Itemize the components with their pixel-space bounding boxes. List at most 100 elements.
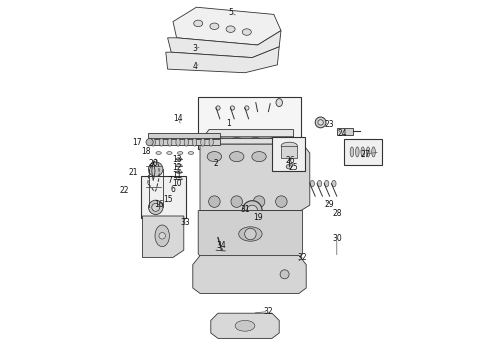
Ellipse shape [274,152,289,162]
Bar [148,133,220,138]
Ellipse shape [239,227,262,241]
Text: 3: 3 [192,44,197,53]
Ellipse shape [247,205,258,216]
Ellipse shape [252,152,266,162]
Ellipse shape [148,162,163,176]
Ellipse shape [226,26,235,32]
Bar [281,146,297,158]
Text: 32: 32 [298,253,307,262]
Text: 14: 14 [173,114,183,122]
Ellipse shape [212,138,224,145]
Ellipse shape [209,196,220,207]
Text: 27: 27 [361,150,370,159]
Polygon shape [198,211,303,261]
Ellipse shape [230,106,235,110]
Text: 16: 16 [154,200,163,209]
Text: 32: 32 [264,307,273,316]
Ellipse shape [148,200,163,215]
Ellipse shape [242,29,251,35]
Text: 26: 26 [285,156,295,165]
Ellipse shape [286,165,292,169]
Text: 24: 24 [338,130,347,139]
Bar [247,158,259,163]
FancyBboxPatch shape [272,137,305,171]
Ellipse shape [207,152,221,162]
Ellipse shape [201,138,205,146]
Ellipse shape [176,171,182,174]
Ellipse shape [372,147,375,157]
Ellipse shape [231,196,243,207]
Ellipse shape [332,180,336,187]
Ellipse shape [230,138,243,145]
Ellipse shape [216,106,220,110]
Text: 20: 20 [148,159,158,168]
Polygon shape [200,139,303,144]
Ellipse shape [184,138,189,146]
Ellipse shape [310,180,315,187]
Polygon shape [211,313,279,338]
Ellipse shape [315,117,326,128]
Ellipse shape [193,138,197,146]
Polygon shape [200,144,310,211]
Ellipse shape [194,20,203,27]
Ellipse shape [168,138,172,146]
Text: 4: 4 [192,62,197,71]
Polygon shape [168,31,281,58]
Text: 21: 21 [129,168,138,177]
Ellipse shape [229,152,244,162]
Ellipse shape [268,138,280,145]
FancyBboxPatch shape [344,139,382,165]
Ellipse shape [209,138,213,146]
Ellipse shape [242,201,262,220]
Ellipse shape [324,180,329,187]
Text: 1: 1 [226,119,231,128]
Ellipse shape [281,142,297,149]
Text: 7: 7 [167,176,172,185]
Ellipse shape [235,320,255,331]
Polygon shape [166,47,279,73]
Text: 13: 13 [172,155,181,163]
Text: 23: 23 [325,120,334,129]
Ellipse shape [167,152,172,154]
Ellipse shape [176,177,182,180]
Text: 25: 25 [289,163,298,172]
Text: 17: 17 [132,138,142,147]
Text: 18: 18 [141,148,151,157]
Text: 33: 33 [181,218,191,227]
Bar [211,158,222,163]
Ellipse shape [245,228,256,240]
Text: 31: 31 [240,205,250,214]
Ellipse shape [361,147,365,157]
Ellipse shape [159,138,164,146]
Bar [265,158,277,163]
Polygon shape [204,130,294,137]
Text: 29: 29 [325,200,334,209]
Text: 22: 22 [120,186,129,195]
Text: 10: 10 [172,179,181,188]
Ellipse shape [176,138,180,146]
Text: 34: 34 [217,241,226,250]
Ellipse shape [146,139,153,146]
Ellipse shape [356,147,359,157]
Ellipse shape [249,138,262,145]
Text: 6: 6 [171,185,175,194]
Text: 28: 28 [332,209,342,217]
Ellipse shape [280,270,289,279]
Ellipse shape [276,99,282,107]
Ellipse shape [177,152,183,154]
Ellipse shape [176,158,182,161]
Text: 15: 15 [163,195,172,204]
Ellipse shape [275,196,287,207]
FancyBboxPatch shape [141,176,186,218]
Polygon shape [173,7,281,45]
Text: 11: 11 [172,171,181,180]
Ellipse shape [210,23,219,30]
Ellipse shape [159,233,166,239]
Ellipse shape [188,152,194,154]
Polygon shape [204,137,294,155]
Ellipse shape [245,106,249,110]
Bar [229,158,241,163]
Text: 30: 30 [332,234,342,243]
Ellipse shape [156,152,161,154]
Text: 5: 5 [228,8,233,17]
